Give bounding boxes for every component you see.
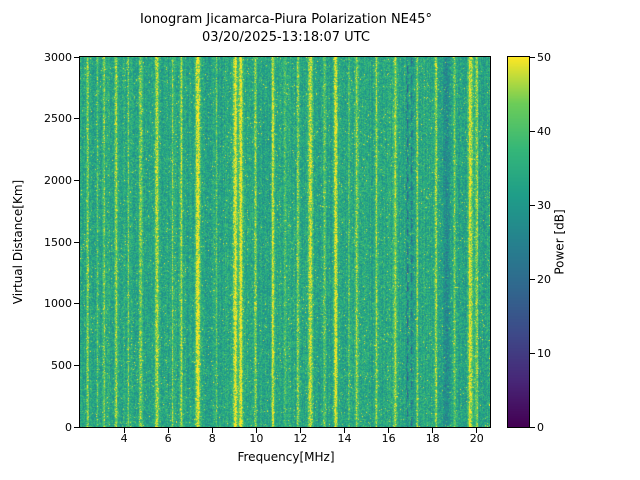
x-tick-label: 6 [164, 432, 172, 445]
colorbar-tick-label: 10 [537, 346, 551, 360]
colorbar-tick-mark [530, 204, 535, 206]
chart-title: Ionogram Jicamarca-Piura Polarization NE… [140, 12, 432, 27]
y-tick-mark [74, 426, 79, 428]
x-tick-mark [344, 428, 346, 433]
y-tick-label: 1500 [44, 235, 72, 249]
colorbar-tick-mark [530, 352, 535, 354]
y-tick-label: 2000 [44, 173, 72, 187]
y-tick-label: 0 [65, 420, 72, 434]
x-tick-mark [432, 428, 434, 433]
colorbar-tick-mark [530, 130, 535, 132]
y-tick-label: 2500 [44, 112, 72, 126]
colorbar-tick-label: 30 [537, 198, 551, 212]
x-tick-label: 20 [469, 432, 484, 445]
x-tick-label: 18 [425, 432, 440, 445]
chart-subtitle: 03/20/2025-13:18:07 UTC [202, 30, 370, 45]
x-tick-mark [299, 428, 301, 433]
x-tick-label: 10 [249, 432, 264, 445]
y-tick-mark [74, 179, 79, 181]
colorbar-label: Power [dB] [553, 209, 567, 275]
y-tick-label: 500 [51, 358, 72, 372]
colorbar-tick-label: 0 [537, 420, 544, 434]
x-tick-label: 16 [381, 432, 396, 445]
x-tick-label: 8 [208, 432, 216, 445]
x-tick-mark [476, 428, 478, 433]
y-tick-mark [74, 56, 79, 58]
x-tick-mark [388, 428, 390, 433]
colorbar-tick-mark [530, 426, 535, 428]
y-tick-label: 1000 [44, 297, 72, 311]
colorbar-label-box: Power [dB] [552, 57, 568, 427]
y-tick-mark [74, 241, 79, 243]
ionogram-heatmap [79, 56, 491, 428]
y-tick-mark [74, 303, 79, 305]
x-tick-mark [123, 428, 125, 433]
colorbar [507, 56, 530, 428]
y-tick-mark [74, 118, 79, 120]
y-axis-label-box: Virtual Distance[Km] [10, 57, 26, 427]
x-tick-label: 14 [337, 432, 352, 445]
x-tick-label: 12 [293, 432, 308, 445]
x-axis-label: Frequency[MHz] [237, 450, 335, 464]
colorbar-tick-label: 50 [537, 50, 551, 64]
colorbar-tick-label: 40 [537, 124, 551, 138]
x-tick-label: 4 [120, 432, 128, 445]
x-tick-mark [211, 428, 213, 433]
x-tick-mark [255, 428, 257, 433]
colorbar-tick-mark [530, 278, 535, 280]
colorbar-tick-label: 20 [537, 272, 551, 286]
colorbar-tick-mark [530, 56, 535, 58]
y-tick-label: 3000 [44, 50, 72, 64]
y-tick-mark [74, 364, 79, 366]
x-tick-mark [167, 428, 169, 433]
y-axis-label: Virtual Distance[Km] [11, 179, 26, 305]
